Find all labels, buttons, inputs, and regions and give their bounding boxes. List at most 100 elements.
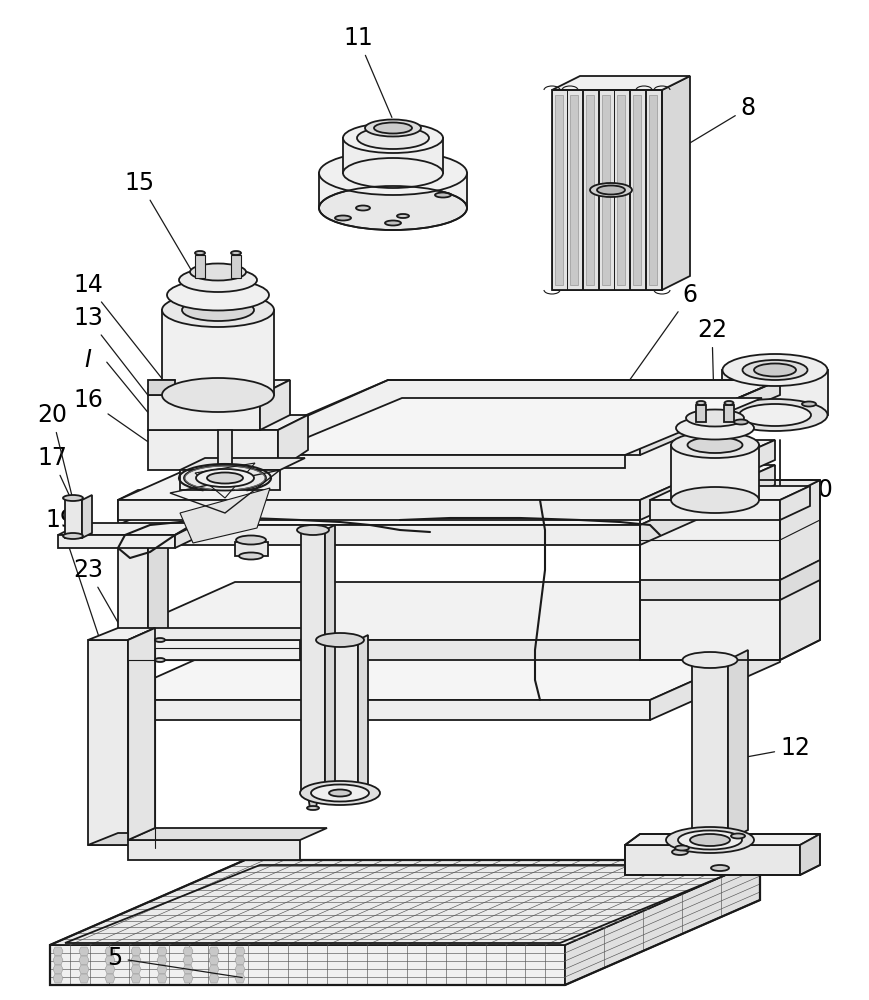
Polygon shape — [148, 430, 278, 470]
Text: 18: 18 — [255, 491, 310, 543]
Ellipse shape — [179, 268, 256, 292]
Polygon shape — [105, 582, 779, 640]
Polygon shape — [79, 956, 89, 965]
Polygon shape — [218, 430, 232, 478]
Ellipse shape — [374, 122, 412, 134]
Polygon shape — [65, 500, 82, 538]
Polygon shape — [569, 95, 577, 285]
Ellipse shape — [183, 466, 266, 490]
Polygon shape — [131, 956, 141, 965]
Polygon shape — [614, 90, 628, 290]
Ellipse shape — [753, 363, 795, 376]
Ellipse shape — [315, 633, 363, 647]
Text: 15: 15 — [125, 171, 198, 283]
Text: 12: 12 — [732, 736, 809, 760]
Polygon shape — [175, 523, 200, 548]
Polygon shape — [567, 90, 581, 290]
Text: 14: 14 — [73, 273, 173, 393]
Polygon shape — [649, 486, 809, 500]
Polygon shape — [248, 440, 640, 455]
Text: 13: 13 — [73, 306, 173, 428]
Polygon shape — [156, 974, 167, 983]
Ellipse shape — [365, 120, 421, 137]
Ellipse shape — [733, 420, 747, 424]
Ellipse shape — [207, 473, 242, 484]
Polygon shape — [118, 500, 148, 640]
Ellipse shape — [385, 221, 401, 226]
Polygon shape — [235, 965, 245, 974]
Ellipse shape — [674, 845, 688, 850]
Polygon shape — [128, 828, 327, 840]
Ellipse shape — [167, 279, 269, 310]
Polygon shape — [88, 640, 128, 845]
Polygon shape — [723, 405, 733, 422]
Polygon shape — [148, 395, 260, 430]
Polygon shape — [180, 458, 305, 470]
Ellipse shape — [319, 151, 467, 195]
Ellipse shape — [155, 658, 165, 662]
Polygon shape — [779, 480, 819, 660]
Polygon shape — [301, 530, 325, 790]
Ellipse shape — [182, 299, 254, 321]
Polygon shape — [325, 525, 335, 790]
Polygon shape — [131, 974, 141, 983]
Text: I: I — [84, 348, 91, 372]
Ellipse shape — [689, 834, 729, 846]
Polygon shape — [156, 965, 167, 974]
Polygon shape — [105, 947, 115, 956]
Polygon shape — [265, 455, 624, 468]
Polygon shape — [554, 95, 562, 285]
Polygon shape — [53, 956, 63, 965]
Polygon shape — [640, 465, 774, 545]
Ellipse shape — [666, 827, 753, 853]
Ellipse shape — [741, 360, 806, 380]
Ellipse shape — [189, 263, 246, 280]
Polygon shape — [182, 965, 193, 974]
Ellipse shape — [675, 416, 753, 440]
Polygon shape — [128, 628, 327, 640]
Text: 8: 8 — [647, 96, 754, 169]
Polygon shape — [235, 947, 245, 956]
Polygon shape — [779, 560, 819, 600]
Text: 9: 9 — [732, 846, 801, 870]
Polygon shape — [648, 95, 656, 285]
Polygon shape — [156, 947, 167, 956]
Polygon shape — [640, 380, 779, 455]
Polygon shape — [235, 956, 245, 965]
Polygon shape — [53, 974, 63, 983]
Polygon shape — [640, 580, 779, 600]
Polygon shape — [551, 90, 567, 290]
Polygon shape — [616, 95, 624, 285]
Text: 11: 11 — [720, 835, 779, 859]
Polygon shape — [148, 415, 308, 430]
Polygon shape — [640, 480, 819, 500]
Polygon shape — [721, 370, 827, 415]
Polygon shape — [79, 947, 89, 956]
Polygon shape — [128, 628, 155, 845]
Polygon shape — [209, 956, 219, 965]
Polygon shape — [629, 90, 644, 290]
Ellipse shape — [721, 354, 826, 386]
Polygon shape — [148, 380, 289, 395]
Polygon shape — [670, 445, 758, 500]
Polygon shape — [582, 90, 597, 290]
Text: 17: 17 — [37, 446, 89, 537]
Polygon shape — [128, 628, 155, 840]
Ellipse shape — [162, 293, 274, 327]
Ellipse shape — [396, 214, 408, 218]
Ellipse shape — [300, 781, 380, 805]
Polygon shape — [307, 790, 319, 808]
Polygon shape — [162, 310, 274, 395]
Polygon shape — [118, 440, 774, 500]
Polygon shape — [128, 840, 300, 860]
Text: 20: 20 — [37, 403, 72, 497]
Polygon shape — [319, 173, 467, 208]
Ellipse shape — [63, 495, 83, 501]
Text: 19: 19 — [45, 508, 99, 637]
Polygon shape — [79, 974, 89, 983]
Polygon shape — [131, 965, 141, 974]
Ellipse shape — [710, 865, 728, 871]
Ellipse shape — [196, 469, 254, 487]
Polygon shape — [727, 650, 747, 840]
Ellipse shape — [195, 251, 205, 255]
